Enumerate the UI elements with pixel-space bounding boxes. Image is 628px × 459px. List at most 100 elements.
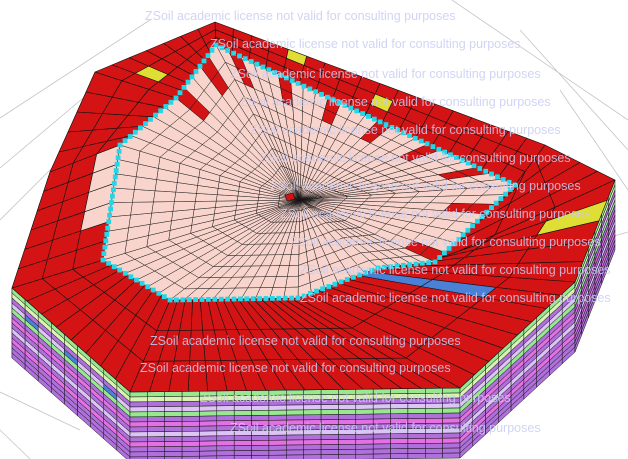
boundary-node [442, 250, 447, 256]
boundary-node [138, 125, 143, 131]
side-cell [129, 446, 148, 453]
side-cell [129, 431, 148, 438]
boundary-node [181, 85, 187, 90]
boundary-node [177, 90, 183, 96]
boundary-node [313, 89, 319, 95]
boundary-node [231, 296, 237, 302]
boundary-node [104, 232, 110, 237]
side-cell [268, 414, 287, 421]
side-cell [147, 406, 165, 413]
mesh-body[interactable] [11, 21, 616, 459]
side-cell [147, 401, 165, 408]
boundary-node [260, 64, 266, 70]
side-cell [129, 396, 148, 403]
side-cell [199, 445, 218, 452]
side-cell [129, 411, 148, 418]
boundary-node [506, 179, 512, 185]
boundary-node [237, 53, 242, 59]
boundary-node [250, 296, 256, 302]
boundary-node [512, 182, 518, 188]
surface-cell [285, 275, 299, 288]
side-cell [147, 456, 165, 459]
side-cell [164, 406, 183, 412]
boundary-node [307, 86, 313, 92]
side-cell [251, 410, 270, 416]
boundary-node [432, 259, 438, 265]
boundary-node [244, 296, 250, 302]
side-cell [390, 408, 409, 415]
side-cell [355, 413, 374, 420]
side-cell [338, 404, 357, 410]
side-cell [251, 445, 270, 451]
boundary-node [325, 94, 330, 100]
side-cell [320, 439, 339, 445]
side-cell [251, 405, 270, 411]
side-cell [355, 438, 374, 445]
boundary-node [407, 133, 412, 138]
boundary-nodes [100, 42, 518, 303]
side-cell [164, 401, 183, 407]
boundary-node [456, 237, 461, 242]
side-cell [147, 421, 165, 428]
side-cell [147, 446, 165, 453]
boundary-node [105, 225, 111, 231]
boundary-node [451, 241, 457, 247]
grid-line [519, 29, 628, 151]
side-cell [164, 396, 183, 402]
side-cell [425, 407, 443, 414]
boundary-node [459, 157, 465, 163]
boundary-node [295, 81, 301, 86]
side-cell [199, 425, 218, 432]
boundary-node [168, 99, 174, 105]
watermark-text: ZSoil academic license not valid for con… [270, 179, 581, 193]
boundary-node [266, 67, 272, 73]
boundary-node [500, 177, 506, 182]
boundary-node [360, 111, 365, 116]
side-cell [164, 436, 183, 442]
boundary-node [363, 270, 369, 275]
boundary-node [106, 260, 111, 266]
side-cell [147, 451, 165, 458]
grid-line [559, 89, 628, 191]
side-cell [286, 444, 304, 451]
boundary-node [127, 134, 133, 139]
side-cell [303, 454, 322, 459]
side-cell [129, 436, 148, 443]
boundary-node [284, 75, 289, 81]
boundary-node [326, 284, 332, 289]
side-cell [286, 449, 304, 456]
side-cell [199, 405, 218, 412]
side-cell [129, 401, 148, 408]
boundary-node [148, 117, 153, 122]
boundary-node [407, 262, 413, 268]
boundary-node [344, 277, 350, 282]
boundary-node [412, 135, 418, 141]
side-cell [199, 440, 218, 447]
excavation-surface [102, 44, 516, 301]
boundary-node [254, 61, 260, 67]
boundary-node [111, 180, 117, 186]
boundary-node [436, 146, 442, 152]
watermark-layer: ZSoil academic license not valid for con… [140, 9, 611, 435]
boundary-node [116, 149, 122, 154]
boundary-node [375, 265, 381, 271]
side-cell [216, 440, 235, 447]
side-cell [216, 405, 235, 412]
boundary-node [289, 78, 295, 84]
boundary-node [205, 53, 211, 58]
boundary-node [209, 47, 215, 53]
side-cell [216, 410, 235, 417]
side-cell [199, 435, 218, 442]
side-cell [216, 455, 235, 459]
boundary-node [278, 72, 283, 78]
side-cell [320, 404, 339, 410]
side-cell [303, 404, 322, 411]
side-cell [303, 414, 322, 421]
boundary-node [401, 130, 406, 136]
boundary-node [134, 277, 139, 283]
boundary-node [218, 296, 224, 302]
boundary-node [495, 174, 500, 180]
boundary-node [471, 163, 477, 169]
